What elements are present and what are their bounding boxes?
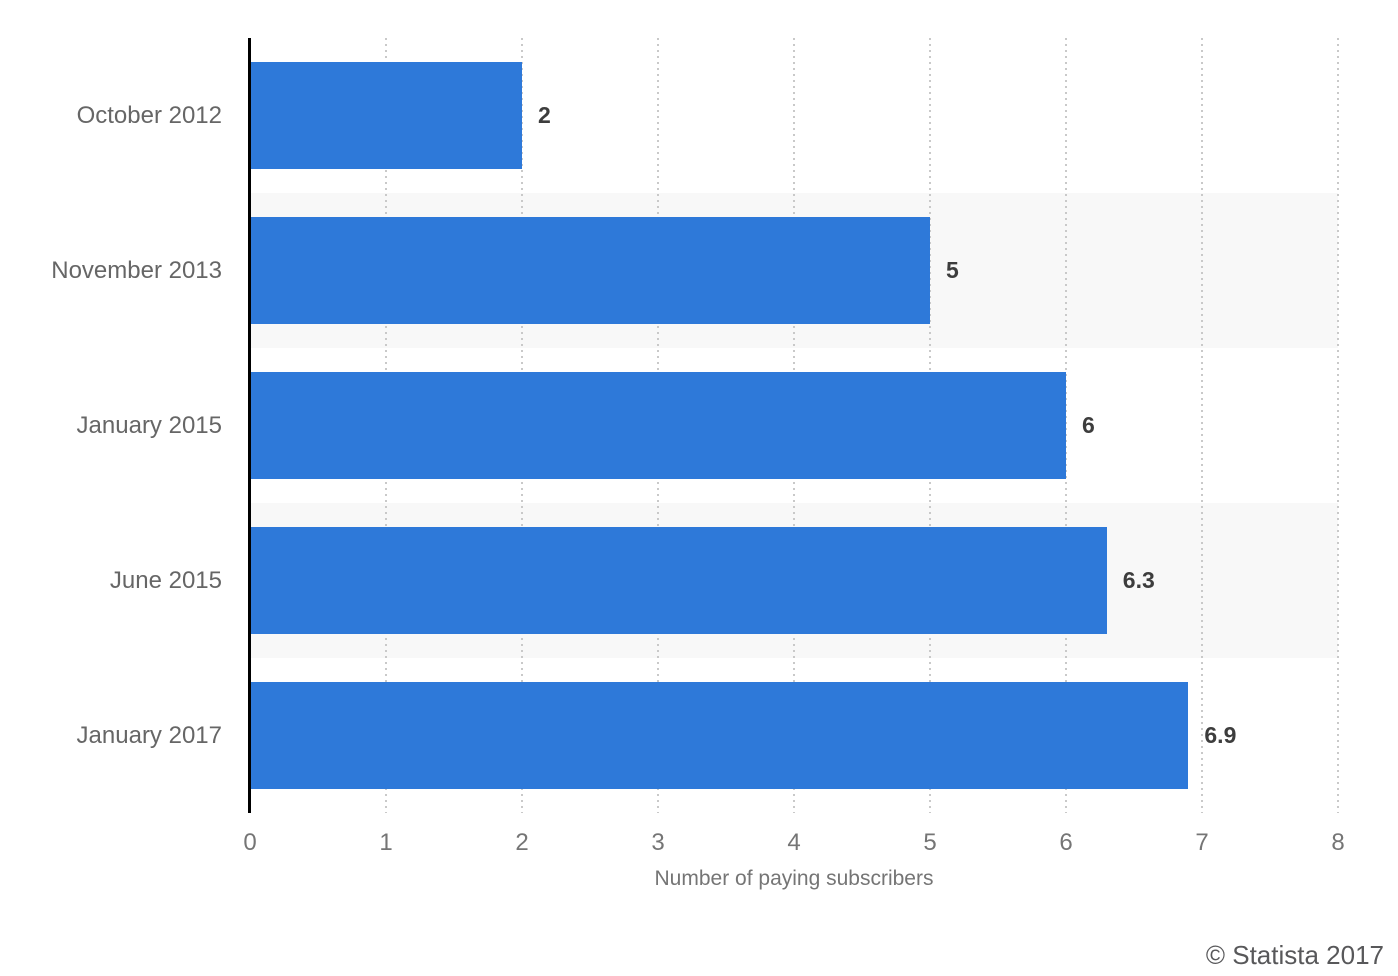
gridline [1201,38,1203,813]
bar [250,682,1189,789]
x-tick-label: 8 [1331,829,1345,856]
category-label: November 2013 [51,256,222,284]
gridline [1065,38,1067,813]
category-label: January 2017 [76,721,222,749]
y-axis-category-labels: October 2012 November 2013 January 2015 Jun… [0,38,222,813]
y-axis-line [248,38,251,813]
value-label: 6.9 [1204,722,1237,748]
category-label: June 2015 [109,566,222,594]
value-label: 2 [538,102,551,128]
bar [250,527,1107,634]
bar [250,62,522,169]
x-tick-label: 0 [243,829,257,856]
x-tick-label: 5 [923,829,937,856]
x-tick-label: 7 [1195,829,1209,856]
x-tick-label: 1 [379,829,393,856]
gridline [1337,38,1339,813]
x-tick-label: 6 [1059,829,1073,856]
category-label: October 2012 [76,101,222,129]
x-axis-ticks: 0 1 2 3 4 5 6 7 8 [0,828,1398,858]
value-label: 6 [1082,412,1095,438]
x-tick-label: 2 [515,829,529,856]
x-tick-label: 4 [787,829,801,856]
plot-area: 2 5 6 6.3 6.9 [250,38,1339,813]
category-label: January 2015 [76,411,222,439]
bar [250,217,930,324]
value-label: 6.3 [1122,567,1155,593]
copyright-text: © Statista 2017 [1205,940,1384,970]
bar [250,372,1066,479]
x-axis-title: Number of paying subscribers [654,867,934,890]
value-label: 5 [946,257,959,283]
x-tick-label: 3 [651,829,665,856]
